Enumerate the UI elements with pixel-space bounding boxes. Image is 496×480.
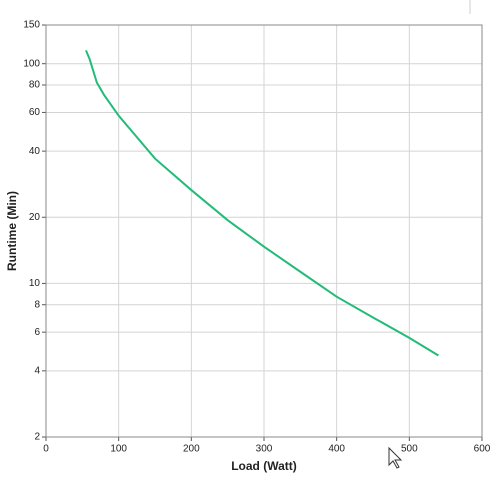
y-tick-label: 80 — [29, 80, 41, 91]
y-tick-label: 100 — [23, 58, 40, 69]
y-tick-label: 40 — [29, 146, 41, 157]
y-tick-label: 60 — [29, 107, 41, 118]
x-tick-label: 100 — [110, 444, 127, 455]
x-tick-label: 200 — [183, 444, 200, 455]
y-tick-label: 6 — [34, 327, 40, 338]
y-tick-label: 2 — [34, 432, 40, 443]
x-tick-label: 500 — [401, 444, 418, 455]
plot-frame — [45, 24, 483, 438]
mouse-cursor — [388, 446, 403, 469]
y-tick-label: 20 — [29, 212, 41, 223]
y-axis-title: Runtime (Min) — [5, 191, 19, 271]
y-tick-label: 8 — [34, 299, 40, 310]
y-tick-label: 4 — [34, 365, 40, 376]
x-axis-title: Load (Watt) — [231, 459, 297, 473]
x-tick-label: 400 — [328, 444, 345, 455]
data-line — [85, 49, 439, 357]
x-tick-label: 300 — [256, 444, 273, 455]
x-tick-label: 600 — [474, 444, 491, 455]
x-tick-label: 0 — [43, 444, 49, 455]
y-tick-label: 10 — [29, 278, 41, 289]
y-tick-label: 150 — [23, 20, 40, 31]
